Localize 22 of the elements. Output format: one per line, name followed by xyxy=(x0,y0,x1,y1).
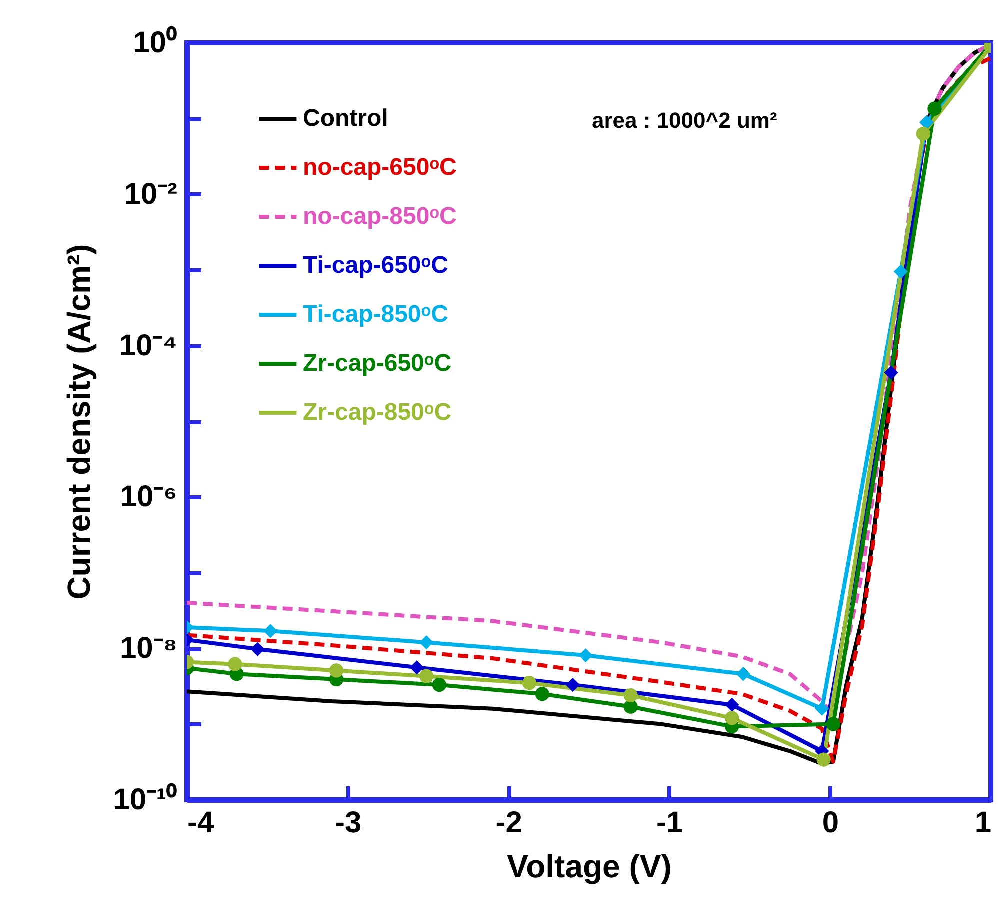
legend-label: no-cap-650ᵒC xyxy=(303,154,457,181)
legend-label: Zr-cap-850ᵒC xyxy=(303,399,452,426)
y-tick-label: 10⁻⁴ xyxy=(119,329,178,362)
y-tick-label: 10⁻⁸ xyxy=(120,632,178,666)
x-tick-label: -2 xyxy=(496,806,522,840)
y-tick-label: 10⁻² xyxy=(124,178,178,211)
legend-label: Ti-cap-650ᵒC xyxy=(303,252,448,279)
legend-label: Control xyxy=(303,105,388,132)
x-axis-title: Voltage (V) xyxy=(507,848,672,884)
y-tick-label: 10⁻⁶ xyxy=(120,480,178,514)
x-tick-label: -3 xyxy=(334,806,362,840)
x-tick-label: -4 xyxy=(188,806,214,840)
y-tick-label: 10⁻¹⁰ xyxy=(113,782,178,816)
legend-label: Zr-cap-650ᵒC xyxy=(303,350,452,377)
x-tick-label: -1 xyxy=(656,806,684,840)
y-tick-label: 10⁰ xyxy=(133,26,178,60)
x-tick-label: 1 xyxy=(974,806,992,840)
legend-label: no-cap-850ᵒC xyxy=(303,203,457,230)
legend-label: Ti-cap-850ᵒC xyxy=(303,301,448,328)
y-axis-title: Current density (A/cm²) xyxy=(61,244,98,600)
annotation: area : 1000^2 um² xyxy=(592,108,778,133)
x-tick-label: 0 xyxy=(822,806,840,840)
